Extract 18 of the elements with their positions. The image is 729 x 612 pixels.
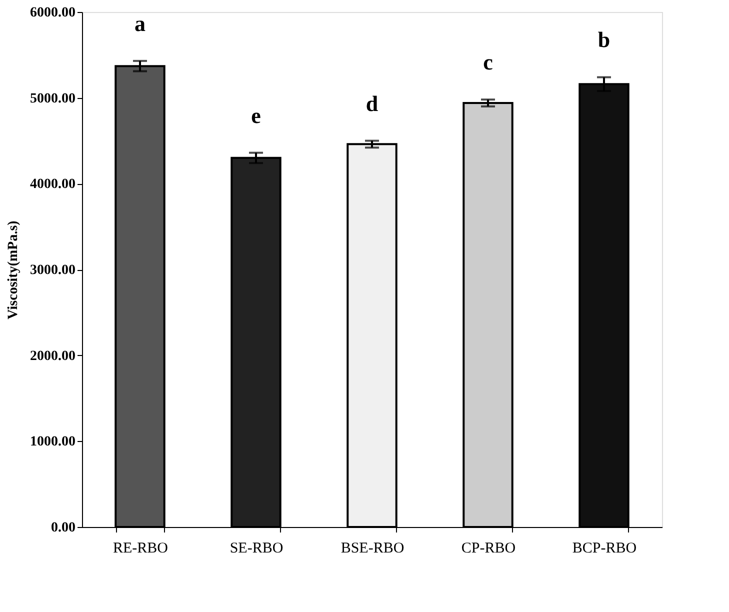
x-tick-label: BSE-RBO <box>340 540 404 556</box>
annotation: c <box>483 50 494 75</box>
y-axis-title: Viscosity(mPa.s) <box>6 220 21 320</box>
annotation: e <box>251 102 262 128</box>
y-tick-label: 6000.00 <box>30 6 76 20</box>
annotation: d <box>366 90 378 116</box>
y-tick-label: 0.00 <box>51 520 76 536</box>
y-tick-label: 4000.00 <box>30 177 76 192</box>
x-tick-label: BCP-RBO <box>572 540 637 556</box>
x-tick-label: CP-RBO <box>461 540 516 556</box>
annotation: a <box>134 10 146 36</box>
y-tick-label: 3000.00 <box>30 263 76 278</box>
y-tick-label: 5000.00 <box>30 91 76 106</box>
annotation: b <box>598 27 610 52</box>
x-tick-label: SE-RBO <box>230 540 284 556</box>
x-tick-label: RE-RBO <box>112 540 168 556</box>
y-tick-label: 1000.00 <box>30 434 76 450</box>
y-tick-label: 2000.00 <box>30 348 76 364</box>
